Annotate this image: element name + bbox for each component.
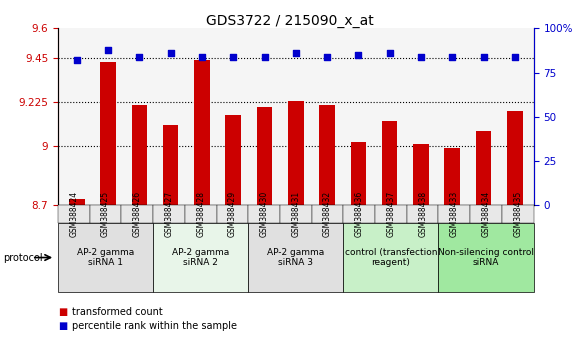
Text: GSM388438: GSM388438 xyxy=(418,191,427,237)
Text: Non-silencing control
siRNA: Non-silencing control siRNA xyxy=(438,248,534,267)
Bar xyxy=(100,62,116,354)
Point xyxy=(229,54,238,59)
Bar xyxy=(350,142,366,354)
Text: protocol: protocol xyxy=(3,252,42,263)
Bar xyxy=(69,199,85,354)
Point xyxy=(510,54,520,59)
Point xyxy=(72,57,81,63)
Text: percentile rank within the sample: percentile rank within the sample xyxy=(72,321,237,331)
Bar xyxy=(319,105,335,354)
Text: GSM388424: GSM388424 xyxy=(70,191,78,237)
Text: GSM388432: GSM388432 xyxy=(323,191,332,237)
Text: AP-2 gamma
siRNA 2: AP-2 gamma siRNA 2 xyxy=(172,248,229,267)
Point xyxy=(354,52,363,58)
Point xyxy=(479,54,488,59)
Point xyxy=(197,54,206,59)
Text: ■: ■ xyxy=(58,321,67,331)
Text: GSM388429: GSM388429 xyxy=(228,191,237,237)
Bar xyxy=(226,115,241,354)
Point xyxy=(291,50,300,56)
Bar xyxy=(382,121,397,354)
Point xyxy=(416,54,426,59)
Text: GSM388431: GSM388431 xyxy=(291,191,300,237)
Point xyxy=(166,50,175,56)
Point xyxy=(322,54,332,59)
Text: ■: ■ xyxy=(58,307,67,316)
Bar xyxy=(288,101,303,354)
Text: control (transfection
reagent): control (transfection reagent) xyxy=(345,248,437,267)
Text: transformed count: transformed count xyxy=(72,307,163,316)
Text: GSM388437: GSM388437 xyxy=(386,191,396,237)
Text: GSM388433: GSM388433 xyxy=(450,191,459,237)
Text: GSM388427: GSM388427 xyxy=(165,191,173,237)
Bar xyxy=(413,144,429,354)
Text: GSM388430: GSM388430 xyxy=(260,191,269,237)
Point xyxy=(103,47,113,52)
Text: GDS3722 / 215090_x_at: GDS3722 / 215090_x_at xyxy=(206,14,374,28)
Bar xyxy=(444,148,460,354)
Point xyxy=(385,50,394,56)
Bar xyxy=(163,125,179,354)
Point xyxy=(448,54,457,59)
Text: GSM388436: GSM388436 xyxy=(355,191,364,237)
Point xyxy=(260,54,269,59)
Bar xyxy=(476,131,491,354)
Point xyxy=(135,54,144,59)
Text: GSM388435: GSM388435 xyxy=(513,191,522,237)
Bar xyxy=(257,107,273,354)
Text: GSM388426: GSM388426 xyxy=(133,191,142,237)
Bar xyxy=(507,111,523,354)
Text: GSM388428: GSM388428 xyxy=(196,191,205,237)
Text: AP-2 gamma
siRNA 1: AP-2 gamma siRNA 1 xyxy=(77,248,134,267)
Bar xyxy=(132,105,147,354)
Bar xyxy=(194,60,210,354)
Text: GSM388425: GSM388425 xyxy=(101,191,110,237)
Text: GSM388434: GSM388434 xyxy=(481,191,491,237)
Text: AP-2 gamma
siRNA 3: AP-2 gamma siRNA 3 xyxy=(267,248,324,267)
